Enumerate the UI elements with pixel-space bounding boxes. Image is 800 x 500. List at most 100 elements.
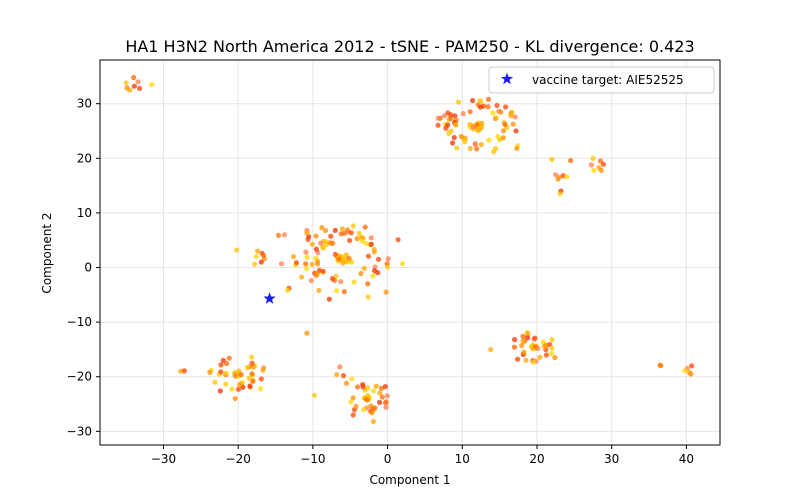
x-axis-ticks: −30 −20 −10 0 10 20 30 40 xyxy=(151,445,694,466)
data-point xyxy=(395,237,401,243)
data-point xyxy=(399,261,406,267)
data-point xyxy=(343,380,350,386)
data-point xyxy=(379,394,385,400)
data-point xyxy=(520,338,526,344)
x-tick-label: −10 xyxy=(300,452,325,466)
data-point xyxy=(485,96,492,102)
data-point xyxy=(479,120,485,126)
data-point xyxy=(315,261,321,267)
data-point xyxy=(451,134,457,141)
data-point xyxy=(247,383,253,389)
data-point xyxy=(514,356,521,362)
data-point xyxy=(598,167,604,173)
data-point xyxy=(181,368,188,374)
data-point xyxy=(511,337,518,343)
data-point xyxy=(474,146,480,152)
data-point xyxy=(486,137,492,143)
data-point xyxy=(368,403,374,409)
data-point xyxy=(467,109,473,115)
data-point xyxy=(350,223,356,229)
data-point xyxy=(313,246,319,252)
data-point xyxy=(353,403,359,409)
data-point xyxy=(449,140,456,146)
data-point xyxy=(525,331,531,337)
data-point xyxy=(359,238,366,244)
data-point xyxy=(220,357,226,363)
data-point xyxy=(252,261,258,267)
data-point xyxy=(477,98,483,104)
data-point xyxy=(293,260,300,266)
data-point xyxy=(657,362,663,368)
data-point xyxy=(588,162,595,168)
data-point xyxy=(136,85,143,91)
data-point xyxy=(212,379,218,385)
data-point xyxy=(600,161,607,167)
data-point xyxy=(124,85,130,91)
data-point xyxy=(511,344,518,350)
data-point xyxy=(490,110,496,116)
data-point xyxy=(356,230,362,236)
data-point xyxy=(338,231,344,237)
data-point xyxy=(351,279,357,285)
data-point xyxy=(365,294,371,300)
data-point xyxy=(258,386,264,392)
data-points xyxy=(123,74,695,425)
data-point xyxy=(334,288,340,294)
data-point xyxy=(348,230,354,236)
data-point xyxy=(549,345,555,351)
data-point xyxy=(244,365,250,371)
data-point xyxy=(498,109,504,115)
data-point xyxy=(510,121,516,127)
chart-title: HA1 H3N2 North America 2012 - tSNE - PAM… xyxy=(125,37,694,56)
data-point xyxy=(354,384,361,390)
data-point xyxy=(313,255,319,261)
data-point xyxy=(337,364,343,370)
legend-star-marker xyxy=(500,72,514,85)
x-tick-label: 40 xyxy=(679,452,694,466)
data-point xyxy=(316,267,323,273)
data-point xyxy=(278,261,285,267)
data-point xyxy=(519,342,525,348)
x-tick-label: 10 xyxy=(455,452,470,466)
data-point xyxy=(502,122,508,128)
legend-label-vaccine-target: vaccine target: AIE52525 xyxy=(532,73,684,87)
data-point xyxy=(373,383,379,389)
data-point xyxy=(304,330,310,336)
data-point xyxy=(441,113,447,119)
data-point xyxy=(478,142,484,148)
data-point xyxy=(260,252,267,259)
data-point xyxy=(382,383,388,390)
data-point xyxy=(523,357,529,363)
data-point xyxy=(334,371,340,378)
data-point xyxy=(688,371,694,377)
data-point xyxy=(384,393,390,399)
data-point xyxy=(488,346,494,353)
data-point xyxy=(542,343,548,349)
data-point xyxy=(372,405,378,411)
data-point xyxy=(316,287,322,294)
data-point xyxy=(323,227,329,234)
data-point xyxy=(360,382,366,388)
data-point xyxy=(491,149,497,155)
data-point xyxy=(311,392,317,398)
data-point xyxy=(350,395,356,401)
data-point xyxy=(354,236,360,242)
data-point xyxy=(485,104,491,110)
data-point xyxy=(260,367,266,373)
data-point xyxy=(512,114,518,120)
data-point xyxy=(682,368,688,374)
data-point xyxy=(520,333,526,339)
data-point xyxy=(333,273,339,279)
data-point xyxy=(360,406,367,413)
data-point xyxy=(500,135,506,141)
data-point xyxy=(493,115,499,121)
data-point xyxy=(148,81,155,88)
data-point xyxy=(304,254,310,260)
x-tick-label: 0 xyxy=(384,452,392,466)
data-point xyxy=(332,251,338,258)
data-point xyxy=(123,80,129,86)
y-tick-label: 30 xyxy=(77,97,92,111)
data-point xyxy=(370,388,377,394)
data-point xyxy=(368,241,374,247)
data-point xyxy=(332,227,338,233)
